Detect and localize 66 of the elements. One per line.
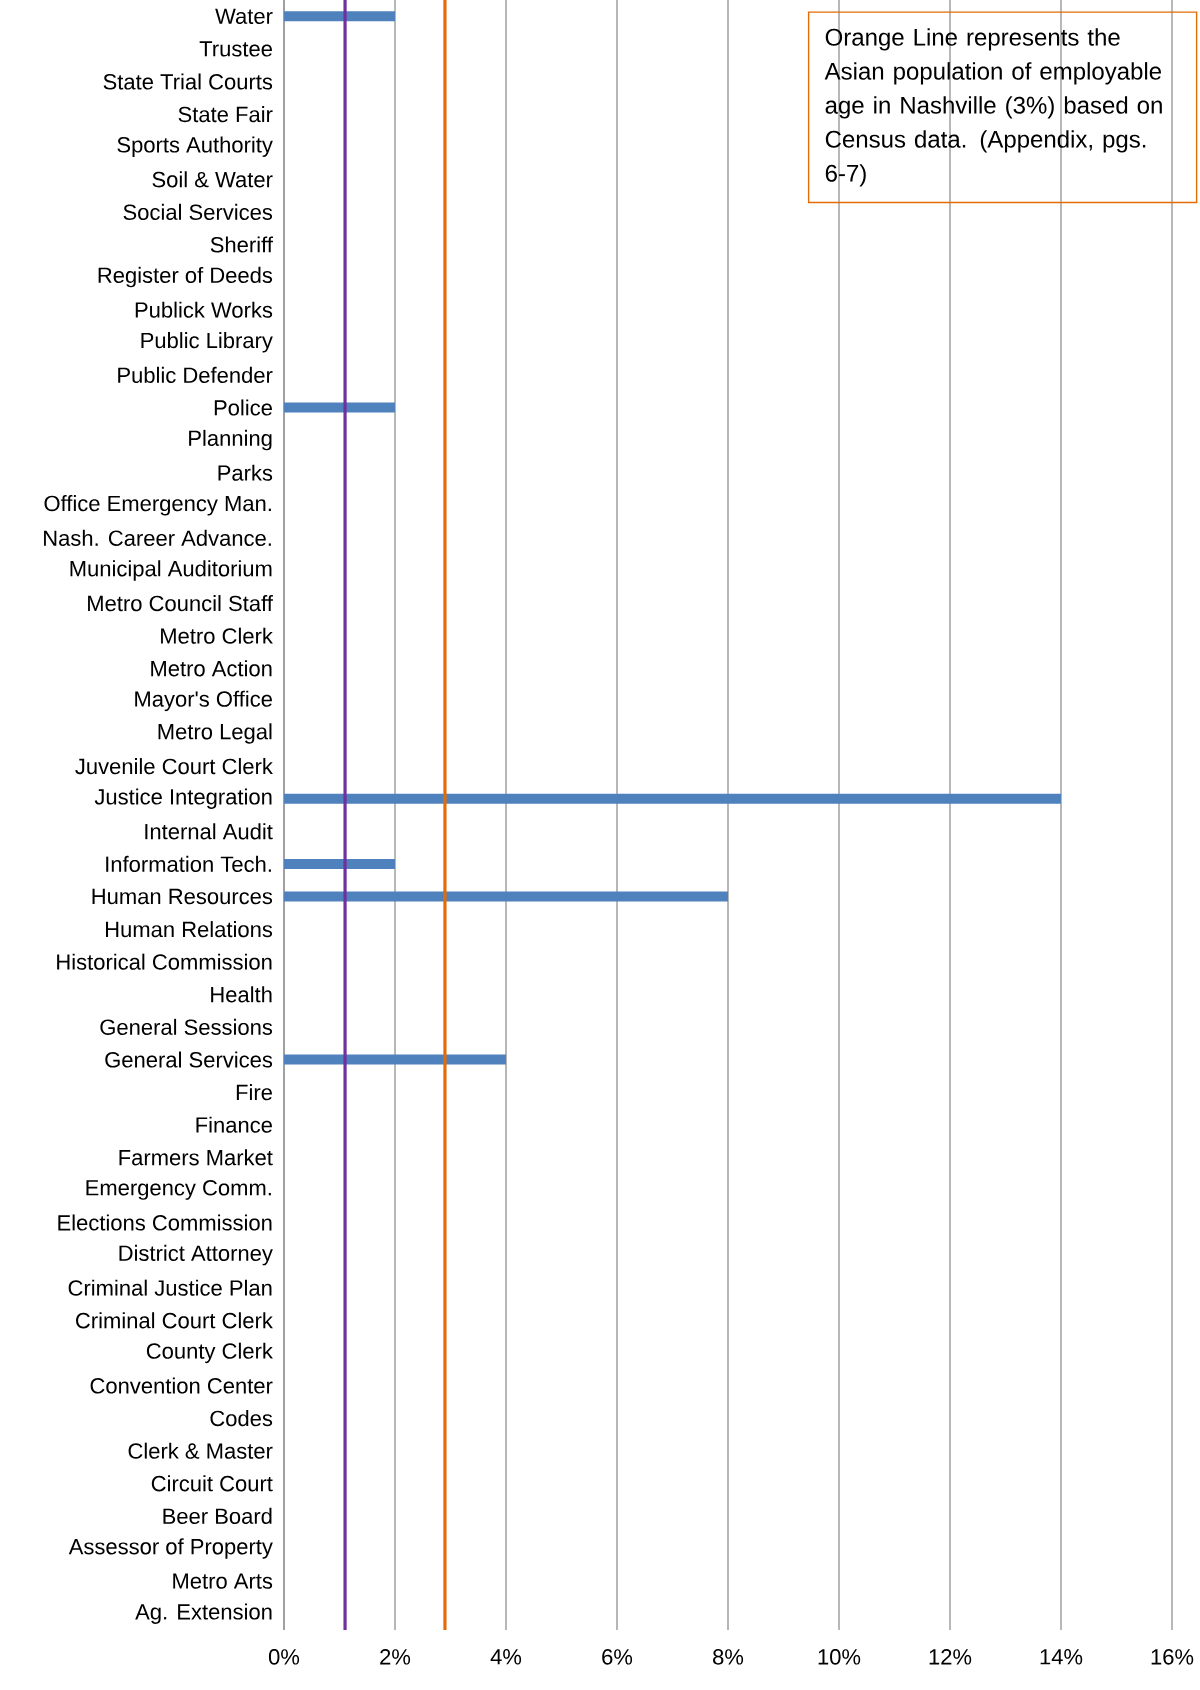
y-tick-label: Police <box>214 399 272 416</box>
y-tick-label: Criminal Justice Plan <box>68 1279 272 1296</box>
y-tick-label: Register of Deeds <box>98 266 273 288</box>
y-tick-label: Health <box>211 986 272 1003</box>
y-tick-label: Elections Commission <box>58 1214 272 1231</box>
x-tick-label: 10% <box>818 1649 861 1665</box>
y-tick-label: Publick Works <box>135 301 273 318</box>
y-tick-label: Emergency Comm. <box>86 1179 271 1200</box>
bar <box>284 402 395 413</box>
y-tick-label: State Trial Courts <box>103 73 273 90</box>
bar <box>284 891 729 902</box>
bar <box>284 858 395 869</box>
y-tick-label: Assessor of Property <box>68 1538 273 1559</box>
x-tick-label: 16% <box>1151 1649 1194 1665</box>
y-tick-label: Nash. Career Advance. <box>44 529 271 546</box>
y-tick-label: Sheriff <box>210 236 273 253</box>
y-tick-label: Codes <box>210 1410 273 1427</box>
y-tick-label: State Fair <box>178 106 273 123</box>
y-tick-label: Metro Legal <box>158 723 272 744</box>
y-tick-label: Metro Clerk <box>161 627 273 644</box>
annotation: Orange Line represents the Asian population of employable age in Nashville (3%) based on Census data. (Appendix, pgs. 6-7) <box>824 28 1162 187</box>
y-tick-label: Parks <box>218 464 273 481</box>
x-tick-label: 6% <box>602 1649 633 1665</box>
y-tick-label: Convention Center <box>90 1377 273 1394</box>
y-tick-label: Circuit Court <box>151 1475 273 1492</box>
y-tick-label: Office Emergency Man. <box>44 495 271 516</box>
bar <box>284 11 395 22</box>
y-tick-label: Juvenile Court Clerk <box>75 758 273 775</box>
x-tick-label: 4% <box>490 1649 522 1665</box>
y-tick-label: County Clerk <box>146 1342 273 1364</box>
bar <box>284 1054 506 1065</box>
y-tick-label: Sports Authority <box>117 136 273 157</box>
y-tick-label: Information Tech. <box>106 855 271 872</box>
y-tick-label: Justice Integration <box>94 788 272 809</box>
y-tick-label: Social Services <box>123 203 273 220</box>
y-tick-label: Finance <box>196 1116 272 1133</box>
y-tick-label: Water <box>215 8 273 24</box>
y-tick-label: Planning <box>189 429 272 451</box>
x-tick-label: 14% <box>1040 1649 1083 1665</box>
bar <box>284 793 1062 804</box>
y-tick-label: Metro Action <box>151 660 272 677</box>
y-tick-label: Clerk & Master <box>128 1442 273 1459</box>
y-tick-label: Human Resources <box>92 888 273 905</box>
y-tick-label: Trustee <box>199 41 272 57</box>
y-tick-label: Metro Arts <box>173 1573 273 1589</box>
y-tick-label: Metro Council Staff <box>88 595 273 612</box>
y-tick-label: General Sessions <box>100 1018 273 1035</box>
y-tick-label: Ag. Extension <box>135 1603 272 1624</box>
y-tick-label: Public Defender <box>118 366 273 383</box>
y-tick-label: Internal Audit <box>145 823 273 840</box>
x-tick-label: 2% <box>380 1649 411 1665</box>
y-tick-label: Human Relations <box>106 921 273 938</box>
x-tick-label: 8% <box>713 1649 744 1665</box>
x-tick-label: 0% <box>268 1649 300 1665</box>
y-tick-label: Beer Board <box>163 1507 272 1524</box>
x-tick-label: 12% <box>929 1649 972 1665</box>
y-tick-label: Farmers Market <box>119 1149 273 1166</box>
y-tick-label: Historical Commission <box>57 953 272 970</box>
y-tick-label: General Services <box>105 1051 273 1068</box>
y-tick-label: Public Library <box>141 332 273 353</box>
y-tick-label: Criminal Court Clerk <box>76 1312 273 1329</box>
y-tick-label: District Attorney <box>119 1244 273 1266</box>
y-tick-label: Municipal Auditorium <box>70 560 272 581</box>
y-tick-label: Soil & Water <box>152 171 273 188</box>
y-tick-label: Mayor's Office <box>135 690 272 712</box>
y-tick-label: Fire <box>236 1084 272 1101</box>
